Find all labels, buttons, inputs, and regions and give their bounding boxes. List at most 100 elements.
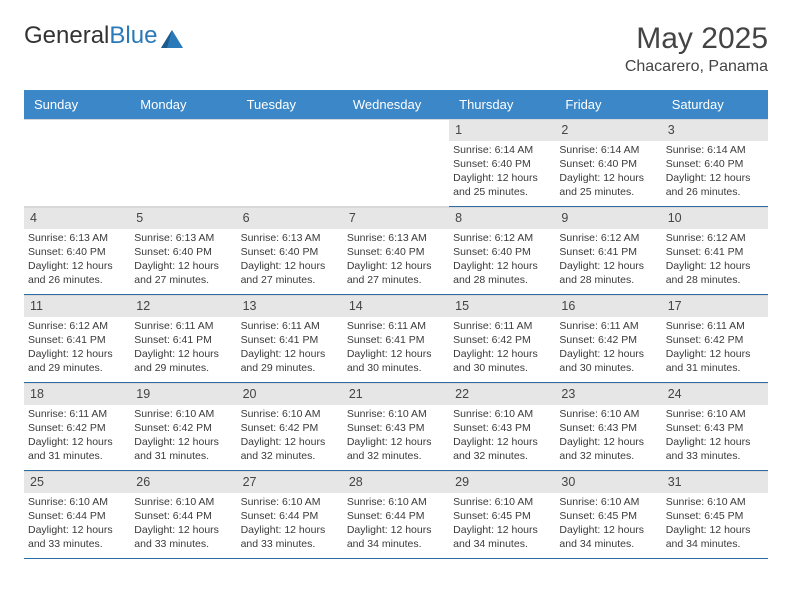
- cell-line: Sunrise: 6:10 AM: [241, 407, 339, 421]
- cell-line: and 28 minutes.: [666, 273, 764, 287]
- cell-line: and 33 minutes.: [666, 449, 764, 463]
- cell-line: Daylight: 12 hours: [453, 523, 551, 537]
- day-number: 10: [662, 208, 768, 229]
- weekday-mon: Monday: [130, 90, 236, 119]
- calendar-cell: 9Sunrise: 6:12 AMSunset: 6:41 PMDaylight…: [555, 207, 661, 295]
- cell-line: Daylight: 12 hours: [559, 347, 657, 361]
- weekday-header: Sunday Monday Tuesday Wednesday Thursday…: [24, 90, 768, 119]
- cell-line: Daylight: 12 hours: [559, 171, 657, 185]
- cell-line: Sunrise: 6:12 AM: [453, 231, 551, 245]
- brand-mark-icon: [161, 27, 183, 45]
- cell-line: Sunset: 6:41 PM: [347, 333, 445, 347]
- cell-line: Daylight: 12 hours: [559, 523, 657, 537]
- cell-line: Sunset: 6:40 PM: [559, 157, 657, 171]
- day-number: 30: [555, 472, 661, 493]
- cell-line: and 28 minutes.: [453, 273, 551, 287]
- cell-line: and 25 minutes.: [559, 185, 657, 199]
- cell-line: Sunset: 6:42 PM: [241, 421, 339, 435]
- weekday-sun: Sunday: [24, 90, 130, 119]
- cell-line: Sunrise: 6:10 AM: [347, 407, 445, 421]
- calendar-cell: 11Sunrise: 6:12 AMSunset: 6:41 PMDayligh…: [24, 295, 130, 383]
- cell-line: and 27 minutes.: [134, 273, 232, 287]
- cell-line: Daylight: 12 hours: [666, 259, 764, 273]
- cell-line: Sunset: 6:42 PM: [453, 333, 551, 347]
- weekday-thu: Thursday: [449, 90, 555, 119]
- cell-line: and 32 minutes.: [241, 449, 339, 463]
- cell-line: Daylight: 12 hours: [453, 259, 551, 273]
- cell-line: and 27 minutes.: [347, 273, 445, 287]
- cell-line: Daylight: 12 hours: [134, 347, 232, 361]
- cell-line: Daylight: 12 hours: [453, 435, 551, 449]
- calendar-cell: 8 Sunrise: 6:12 AMSunset: 6:40 PMDaylight…: [449, 207, 555, 295]
- cell-line: Sunrise: 6:13 AM: [28, 231, 126, 245]
- weekday-wed: Wednesday: [343, 90, 449, 119]
- calendar-cell: 10Sunrise: 6:12 AMSunset: 6:41 PMDayligh…: [662, 207, 768, 295]
- cell-line: Sunrise: 6:10 AM: [559, 495, 657, 509]
- cell-line: Daylight: 12 hours: [347, 347, 445, 361]
- cell-line: and 29 minutes.: [28, 361, 126, 375]
- day-number: 20: [237, 384, 343, 405]
- cell-line: Daylight: 12 hours: [666, 435, 764, 449]
- cell-line: Daylight: 12 hours: [134, 523, 232, 537]
- cell-line: Sunrise: 6:11 AM: [666, 319, 764, 333]
- cell-line: Sunset: 6:40 PM: [241, 245, 339, 259]
- calendar-cell: 22Sunrise: 6:10 AMSunset: 6:43 PMDayligh…: [449, 383, 555, 471]
- cell-line: Sunset: 6:41 PM: [134, 333, 232, 347]
- calendar-cell: [24, 119, 130, 207]
- calendar-cell: 27Sunrise: 6:10 AMSunset: 6:44 PMDayligh…: [237, 471, 343, 559]
- cell-line: and 26 minutes.: [666, 185, 764, 199]
- calendar-cell: 7Sunrise: 6:13 AMSunset: 6:40 PMDaylight…: [343, 207, 449, 295]
- cell-line: Sunset: 6:41 PM: [241, 333, 339, 347]
- calendar-cell: 30Sunrise: 6:10 AMSunset: 6:45 PMDayligh…: [555, 471, 661, 559]
- day-number: [343, 120, 449, 124]
- cell-line: and 29 minutes.: [134, 361, 232, 375]
- day-number: 18: [24, 384, 130, 405]
- cell-line: Sunset: 6:40 PM: [666, 157, 764, 171]
- day-number: 5: [130, 208, 236, 229]
- calendar-grid: 1Sunrise: 6:14 AMSunset: 6:40 PMDaylight…: [24, 119, 768, 559]
- cell-line: and 33 minutes.: [241, 537, 339, 551]
- cell-line: and 26 minutes.: [28, 273, 126, 287]
- cell-line: and 34 minutes.: [453, 537, 551, 551]
- calendar-cell: [130, 119, 236, 207]
- cell-line: Sunrise: 6:12 AM: [666, 231, 764, 245]
- cell-line: Sunset: 6:44 PM: [347, 509, 445, 523]
- cell-line: Daylight: 12 hours: [666, 523, 764, 537]
- day-number: 7: [343, 208, 449, 229]
- cell-line: Daylight: 12 hours: [666, 171, 764, 185]
- cell-line: Sunset: 6:45 PM: [453, 509, 551, 523]
- day-number: 14: [343, 296, 449, 317]
- cell-line: Sunset: 6:40 PM: [453, 157, 551, 171]
- calendar-cell: 31Sunrise: 6:10 AMSunset: 6:45 PMDayligh…: [662, 471, 768, 559]
- cell-line: and 34 minutes.: [559, 537, 657, 551]
- calendar-cell: 24Sunrise: 6:10 AMSunset: 6:43 PMDayligh…: [662, 383, 768, 471]
- cell-line: Sunrise: 6:10 AM: [453, 407, 551, 421]
- day-number: 13: [237, 296, 343, 317]
- day-number: 9: [555, 208, 661, 229]
- cell-line: Sunset: 6:40 PM: [453, 245, 551, 259]
- weekday-tue: Tuesday: [237, 90, 343, 119]
- day-number: 8: [449, 208, 555, 229]
- cell-line: Daylight: 12 hours: [134, 435, 232, 449]
- calendar-cell: 1Sunrise: 6:14 AMSunset: 6:40 PMDaylight…: [449, 119, 555, 207]
- cell-line: Sunrise: 6:12 AM: [559, 231, 657, 245]
- day-number: 16: [555, 296, 661, 317]
- calendar-cell: 21Sunrise: 6:10 AMSunset: 6:43 PMDayligh…: [343, 383, 449, 471]
- cell-line: Sunrise: 6:10 AM: [453, 495, 551, 509]
- calendar-cell: 2Sunrise: 6:14 AMSunset: 6:40 PMDaylight…: [555, 119, 661, 207]
- cell-line: Daylight: 12 hours: [241, 259, 339, 273]
- day-number: [237, 120, 343, 124]
- cell-line: Sunset: 6:43 PM: [347, 421, 445, 435]
- day-number: [130, 120, 236, 124]
- calendar-cell: 16Sunrise: 6:11 AMSunset: 6:42 PMDayligh…: [555, 295, 661, 383]
- cell-line: Daylight: 12 hours: [241, 435, 339, 449]
- cell-line: Sunset: 6:42 PM: [28, 421, 126, 435]
- calendar-cell: 13Sunrise: 6:11 AMSunset: 6:41 PMDayligh…: [237, 295, 343, 383]
- cell-line: and 28 minutes.: [559, 273, 657, 287]
- cell-line: and 32 minutes.: [347, 449, 445, 463]
- cell-line: Daylight: 12 hours: [347, 259, 445, 273]
- calendar-cell: 29Sunrise: 6:10 AMSunset: 6:45 PMDayligh…: [449, 471, 555, 559]
- day-number: 27: [237, 472, 343, 493]
- cell-line: Sunset: 6:44 PM: [241, 509, 339, 523]
- cell-line: and 32 minutes.: [453, 449, 551, 463]
